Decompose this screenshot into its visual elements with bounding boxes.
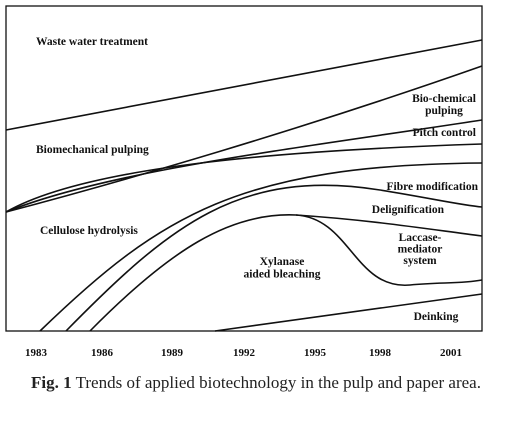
- region-label: Xylanase aided bleaching: [243, 256, 320, 281]
- region-label-line: Fibre modification: [387, 181, 479, 193]
- region-label-line: Biomechanical pulping: [36, 144, 149, 156]
- boundary-laccase-system: [295, 214, 483, 286]
- region-label-line: system: [403, 255, 437, 267]
- region-label: Biomechanical pulping: [36, 144, 149, 156]
- boundary-biochemical-pulping: [5, 65, 483, 213]
- figure-caption: Fig. 1 Trends of applied biotechnology i…: [0, 372, 512, 394]
- region-label-line: Delignification: [372, 204, 445, 216]
- boundary-deinking: [214, 293, 483, 332]
- x-tick-label: 1998: [369, 347, 392, 359]
- x-tick-label: 1992: [233, 347, 256, 359]
- region-label-line: Bio-chemical: [412, 93, 476, 105]
- x-tick-labels: 1983 1986 1989 1992 1995 1998 2001: [25, 347, 462, 359]
- x-tick-label: 1995: [304, 347, 327, 359]
- trend-boundaries: [5, 39, 483, 332]
- region-label: Bio-chemical pulping: [412, 93, 476, 117]
- region-label: Laccase-mediator system: [398, 232, 443, 267]
- chart: 1983 1986 1989 1992 1995 1998 2001 Waste water…: [5, 5, 483, 359]
- boundary-waste-water: [5, 39, 483, 131]
- caption-prefix: Fig. 1: [31, 373, 72, 392]
- region-label: Pitch control: [413, 127, 476, 139]
- boundary-fibre-modification: [39, 162, 483, 332]
- region-label-line: Waste water treatment: [36, 36, 148, 48]
- region-label-line: Laccase-: [399, 232, 442, 244]
- region-label-line: Pitch control: [413, 127, 476, 139]
- region-label-line: Xylanase: [260, 256, 305, 268]
- boundary-biomechanical-pulping: [5, 143, 483, 213]
- region-label: Cellulose hydrolysis: [40, 225, 138, 237]
- plot-frame: [5, 5, 483, 332]
- x-tick-label: 1983: [25, 347, 48, 359]
- region-label: Waste water treatment: [36, 36, 148, 48]
- region-label-line: mediator: [398, 244, 443, 256]
- boundary-xylanase-bleaching: [89, 214, 483, 332]
- x-tick-label: 1989: [161, 347, 184, 359]
- boundary-delignification: [65, 184, 483, 332]
- x-tick-label: 2001: [440, 347, 462, 359]
- region-label-line: Cellulose hydrolysis: [40, 225, 138, 237]
- caption-text: Trends of applied biotechnology in the p…: [71, 373, 481, 392]
- region-label: Fibre modification: [387, 181, 479, 193]
- region-label: Deinking: [414, 311, 459, 323]
- region-label-line: pulping: [425, 105, 463, 117]
- region-label-line: aided bleaching: [243, 269, 320, 281]
- region-labels: Waste water treatment Bio-chemical pulping…: [36, 36, 479, 323]
- region-label-line: Deinking: [414, 311, 459, 323]
- region-label: Delignification: [372, 204, 445, 216]
- x-tick-label: 1986: [91, 347, 114, 359]
